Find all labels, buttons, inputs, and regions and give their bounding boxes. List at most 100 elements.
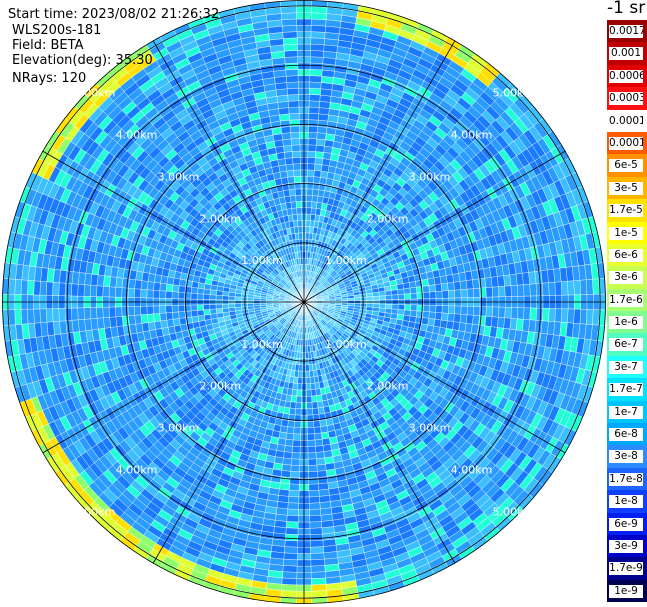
range-gate-cell	[140, 314, 149, 324]
range-gate-cell	[307, 138, 317, 146]
range-gate-cell	[306, 421, 315, 428]
range-gate-cell	[172, 284, 180, 293]
range-gate-cell	[108, 306, 116, 318]
range-gate-cell	[310, 389, 317, 397]
range-gate-cell	[310, 37, 325, 45]
range-gate-cell	[287, 420, 295, 428]
range-gate-cell	[478, 315, 487, 326]
range-gate-cell	[307, 163, 316, 171]
range-gate-cell	[240, 303, 248, 308]
range-gate-cell	[305, 364, 310, 372]
range-gate-cell	[290, 464, 300, 472]
range-gate-cell	[309, 533, 323, 542]
range-gate-cell	[453, 313, 461, 323]
range-gate-cell	[307, 157, 316, 165]
range-gate-cell	[308, 490, 320, 498]
range-gate-cell	[289, 407, 296, 416]
range-gate-cell	[306, 188, 314, 196]
range-gate-cell	[321, 431, 330, 440]
range-gate-cell	[313, 420, 321, 428]
range-gate-cell	[27, 308, 35, 324]
range-gate-cell	[280, 590, 297, 598]
range-gate-cell	[384, 290, 392, 296]
range-gate-cell	[102, 306, 110, 318]
range-gate-cell	[372, 295, 380, 301]
range-gate-cell	[421, 278, 430, 287]
range-gate-cell	[466, 288, 474, 298]
range-gate-cell	[441, 312, 449, 322]
range-gate-cell	[203, 309, 211, 316]
range-gate-cell	[310, 571, 326, 579]
range-gate-cell	[297, 377, 303, 384]
range-gate-cell	[312, 407, 319, 416]
range-gate-cell	[479, 287, 487, 298]
range-gate-cell	[510, 285, 518, 297]
range-gate-cell	[454, 289, 462, 299]
range-gate-cell	[390, 284, 398, 291]
range-gate-cell	[285, 432, 294, 441]
range-gate-cell	[311, 6, 328, 14]
range-gate-cell	[454, 305, 462, 315]
range-gate-cell	[281, 577, 297, 586]
range-gate-cell	[284, 546, 298, 554]
range-gate-cell	[310, 56, 324, 64]
range-gate-cell	[347, 297, 355, 301]
range-gate-cell	[308, 113, 319, 121]
range-gate-cell	[306, 389, 312, 397]
range-gate-cell	[542, 282, 550, 296]
range-gate-cell	[316, 394, 323, 403]
range-gate-cell	[466, 314, 474, 325]
range-gate-cell	[316, 132, 327, 140]
range-gate-cell	[127, 288, 135, 298]
range-gate-cell	[592, 309, 600, 326]
range-gate-cell	[421, 317, 430, 326]
range-gate-cell	[228, 307, 236, 313]
range-gate-cell	[317, 119, 328, 128]
range-gate-cell	[305, 352, 309, 359]
range-gate-cell	[318, 107, 330, 116]
range-gate-cell	[71, 307, 79, 321]
range-gate-cell	[310, 540, 324, 548]
range-gate-cell	[316, 464, 327, 472]
range-gate-cell	[573, 308, 581, 324]
range-gate-cell	[404, 293, 412, 300]
range-gate-cell	[315, 151, 324, 159]
range-gate-cell	[178, 304, 185, 313]
range-gate-cell	[309, 521, 322, 529]
range-gate-cell	[64, 283, 73, 297]
range-gate-cell	[294, 408, 302, 416]
radar-data-rays	[2, 0, 606, 604]
range-gate-cell	[372, 303, 380, 309]
range-gate-cell	[283, 559, 298, 567]
range-gate-cell	[272, 302, 280, 305]
range-gate-cell	[259, 302, 267, 306]
range-gate-cell	[315, 388, 322, 396]
range-gate-cell	[108, 286, 116, 298]
range-gate-cell	[45, 308, 54, 323]
range-gate-cell	[178, 285, 186, 293]
range-gate-cell	[109, 276, 118, 288]
range-gate-cell	[434, 312, 443, 321]
range-gate-cell	[567, 308, 575, 324]
range-gate-cell	[209, 294, 217, 300]
range-gate-cell	[280, 470, 291, 478]
range-gate-cell	[197, 309, 205, 317]
range-gate-cell	[71, 283, 79, 297]
range-gate-cell	[109, 316, 118, 328]
range-gate-cell	[295, 395, 302, 403]
range-gate-cell	[310, 50, 324, 58]
range-gate-cell	[309, 527, 323, 535]
range-gate-cell	[586, 279, 594, 295]
range-gate-cell	[308, 496, 320, 504]
range-gate-cell	[166, 319, 175, 328]
range-gate-cell	[397, 309, 405, 316]
range-gate-cell	[295, 402, 302, 410]
range-gate-cell	[310, 546, 324, 554]
range-gate-cell	[203, 304, 211, 311]
range-gate-cell	[422, 285, 430, 293]
range-gate-cell	[309, 88, 321, 96]
range-gate-cell	[297, 370, 303, 378]
range-gate-cell	[284, 439, 294, 447]
range-gate-cell	[504, 285, 512, 297]
range-gate-cell	[316, 457, 326, 466]
